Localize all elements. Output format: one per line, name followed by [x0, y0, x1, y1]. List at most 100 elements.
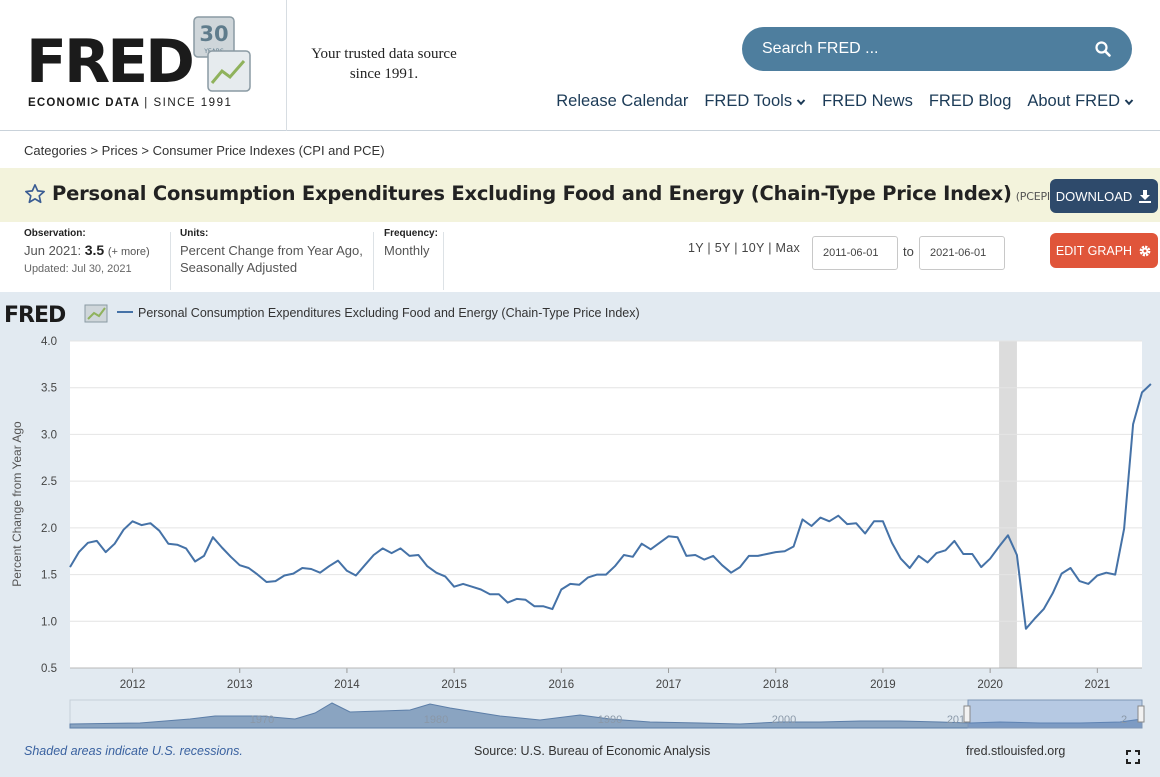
y-tick-label: 2.0: [41, 523, 57, 535]
logo-wordmark: FRED: [26, 27, 195, 97]
navigator-label: 1970: [250, 714, 274, 726]
plot-area: [70, 341, 1142, 668]
nav-fred-blog[interactable]: FRED Blog: [929, 92, 1012, 111]
x-tick-label: 2020: [977, 679, 1003, 691]
chart-panel: FRED Personal Consumption Expenditures E…: [0, 292, 1160, 777]
navigator-label: 2: [1121, 714, 1127, 726]
x-tick-label: 2016: [549, 679, 575, 691]
y-tick-label: 4.0: [41, 336, 57, 348]
chevron-down-icon: [1124, 98, 1134, 105]
y-tick-label: 2.5: [41, 476, 57, 488]
range-navigator[interactable]: 1970 1980 1990 2000 201 2: [69, 699, 1145, 729]
x-tick-label: 2012: [120, 679, 146, 691]
range-selector[interactable]: 1Y | 5Y | 10Y | Max: [688, 241, 801, 255]
navigator-label: 1980: [424, 714, 448, 726]
frequency-value: Monthly: [384, 243, 430, 258]
site-link[interactable]: fred.stlouisfed.org: [966, 744, 1065, 758]
search-bar: [742, 27, 1132, 71]
fullscreen-icon[interactable]: [1126, 750, 1140, 764]
logo-subtitle: ECONOMIC DATA | SINCE 1991: [28, 97, 232, 109]
download-icon: [1139, 190, 1152, 203]
navigator-label: 2000: [772, 714, 796, 726]
y-tick-label: 0.5: [41, 663, 57, 675]
recession-band: [999, 341, 1017, 668]
observation-date: Jun 2021:: [24, 243, 82, 258]
nav-label: Release Calendar: [556, 92, 689, 110]
end-date-input[interactable]: [919, 236, 1005, 270]
frequency-label: Frequency:: [384, 228, 438, 239]
navigator-handle-right[interactable]: [1137, 705, 1145, 723]
nav-release-calendar[interactable]: Release Calendar: [556, 92, 688, 111]
x-tick-label: 2019: [870, 679, 896, 691]
x-tick-label: 2015: [441, 679, 467, 691]
legend-label: Personal Consumption Expenditures Exclud…: [138, 306, 640, 320]
nav-fred-news[interactable]: FRED News: [822, 92, 913, 111]
units-line1: Percent Change from Year Ago,: [180, 243, 363, 258]
badge-number: 30: [199, 22, 228, 46]
observation-label: Observation:: [24, 228, 86, 239]
download-button[interactable]: DOWNLOAD: [1050, 179, 1158, 213]
x-tick-label: 2018: [763, 679, 789, 691]
star-icon[interactable]: [24, 183, 46, 205]
nav-fred-tools[interactable]: FRED Tools: [704, 92, 806, 111]
nav-label: FRED News: [822, 92, 913, 110]
meta-divider: [170, 232, 171, 290]
tagline-line1: Your trusted data source: [311, 46, 457, 62]
units-label: Units:: [180, 228, 209, 239]
edit-graph-button[interactable]: EDIT GRAPH: [1050, 233, 1158, 268]
series-line: [69, 383, 1152, 630]
observation-value: 3.5: [84, 242, 105, 258]
nav-label: About FRED: [1027, 92, 1120, 110]
frequency-block: Frequency: Monthly: [384, 228, 438, 259]
chart-fred-logo: FRED: [4, 303, 66, 328]
y-tick-label: 3.0: [41, 429, 57, 441]
x-tick-label: 2014: [334, 679, 360, 691]
navigator-handle-left[interactable]: [963, 705, 971, 723]
search-icon[interactable]: [1094, 40, 1112, 58]
line-chart[interactable]: FRED Personal Consumption Expenditures E…: [0, 292, 1160, 777]
gear-icon: [1139, 245, 1151, 256]
x-tick-label: 2017: [656, 679, 682, 691]
download-label: DOWNLOAD: [1055, 188, 1133, 204]
nav-label: FRED Blog: [928, 92, 1012, 110]
tagline-line2: since 1991.: [349, 66, 419, 82]
series-title-bar: Personal Consumption Expenditures Exclud…: [0, 168, 1160, 222]
navigator-label: 1990: [598, 714, 622, 726]
recession-note: Shaded areas indicate U.S. recessions.: [24, 744, 243, 758]
series-title-text: Personal Consumption Expenditures Exclud…: [52, 182, 1012, 205]
chevron-down-icon: [796, 98, 806, 105]
observation-block: Observation: Jun 2021: 3.5 (+ more) Upda…: [24, 228, 150, 275]
nav-label: FRED Tools: [704, 92, 793, 110]
search-input[interactable]: [762, 40, 1094, 58]
logo-sub-bold: ECONOMIC DATA: [28, 97, 140, 109]
edit-graph-label: EDIT GRAPH: [1055, 243, 1133, 258]
y-tick-label: 1.5: [41, 570, 57, 582]
start-date-input[interactable]: [812, 236, 898, 270]
to-label: to: [903, 244, 914, 259]
units-block: Units: Percent Change from Year Ago, Sea…: [180, 228, 363, 276]
y-tick-label: 1.0: [41, 616, 57, 628]
y-axis-label: Percent Change from Year Ago: [10, 421, 24, 587]
observation-value-line: Jun 2021: 3.5 (+ more): [24, 242, 150, 261]
chart-logo-graph-icon: [84, 304, 108, 323]
tagline: Your trusted data source since 1991.: [298, 44, 470, 84]
anniversary-badge-icon: 30 YEARS: [193, 16, 251, 92]
updated-date: Updated: Jul 30, 2021: [24, 263, 132, 275]
y-tick-label: 3.5: [41, 383, 57, 395]
site-header: FRED ECONOMIC DATA | SINCE 1991 30 YEARS…: [0, 0, 1160, 131]
logo-sub-thin: | SINCE 1991: [144, 97, 233, 109]
navigator-selection[interactable]: [967, 699, 1143, 729]
breadcrumb[interactable]: Categories > Prices > Consumer Price Ind…: [24, 143, 385, 158]
fred-logo[interactable]: FRED ECONOMIC DATA | SINCE 1991 30 YEARS: [0, 0, 287, 131]
main-nav: Release Calendar FRED Tools FRED News FR…: [556, 92, 1134, 111]
source-note[interactable]: Source: U.S. Bureau of Economic Analysis: [474, 744, 710, 758]
navigator-label: 201: [947, 714, 965, 726]
nav-about-fred[interactable]: About FRED: [1027, 92, 1134, 111]
x-tick-label: 2013: [227, 679, 253, 691]
series-title: Personal Consumption Expenditures Exclud…: [52, 182, 1073, 205]
observation-more-link[interactable]: (+ more): [107, 246, 150, 258]
meta-divider: [443, 232, 444, 290]
units-line2: Seasonally Adjusted: [180, 260, 298, 275]
x-tick-label: 2021: [1085, 679, 1111, 691]
meta-divider: [373, 232, 374, 290]
